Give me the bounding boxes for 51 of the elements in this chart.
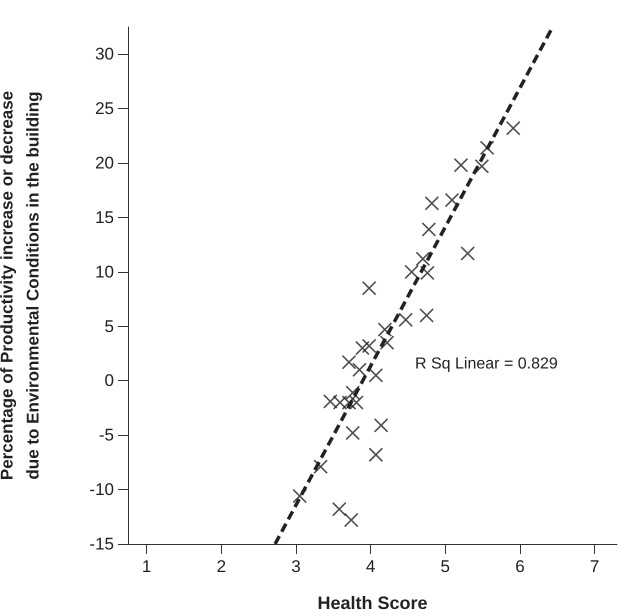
point — [460, 246, 475, 261]
point — [292, 488, 308, 504]
annotation: R Sq Linear = 0.829 — [415, 356, 558, 372]
point — [368, 447, 384, 462]
point — [474, 159, 490, 174]
y-tick-label: 15 — [95, 208, 114, 227]
x-tick-label: 6 — [515, 557, 525, 576]
y-tick-label: -15 — [89, 534, 114, 554]
x-tick-label: 1 — [142, 557, 152, 576]
point — [342, 354, 356, 370]
point — [345, 426, 360, 440]
point — [349, 395, 364, 410]
x-tick-label: 4 — [366, 557, 376, 576]
y-tick-label: 20 — [95, 154, 114, 173]
y-tick-label: -10 — [89, 480, 114, 500]
point — [342, 395, 356, 410]
point — [313, 459, 328, 474]
point — [422, 222, 436, 237]
point — [362, 280, 376, 296]
point — [506, 120, 521, 136]
y-tick-label: 10 — [95, 262, 114, 282]
point — [420, 266, 435, 280]
point — [416, 252, 430, 266]
point — [404, 264, 419, 280]
y-axis-title: Percentage of Productivity increase or decrease due to Environmental Conditions in the building — [0, 90, 42, 480]
point — [355, 340, 370, 356]
point — [323, 394, 338, 409]
y-tick-label: 5 — [104, 316, 114, 336]
point — [374, 418, 388, 433]
x-tick-label: 5 — [440, 557, 450, 576]
y-tick-label: -5 — [98, 426, 114, 445]
x-axis-title: Health Score — [317, 593, 428, 613]
point — [398, 312, 414, 328]
point — [480, 140, 494, 156]
y-tick-label: 0 — [104, 371, 114, 390]
x-tick-label: 7 — [590, 557, 600, 576]
point — [344, 512, 359, 528]
point — [419, 308, 434, 323]
y-tick-label: 30 — [95, 44, 114, 64]
y-tick-label: 25 — [95, 99, 114, 118]
point — [352, 362, 367, 378]
point — [332, 395, 348, 410]
point — [332, 502, 347, 516]
point — [345, 385, 360, 400]
point — [444, 192, 460, 208]
point — [424, 196, 440, 211]
point — [454, 158, 468, 173]
point — [362, 338, 376, 354]
x-tick-label: 3 — [291, 557, 301, 576]
point — [368, 368, 384, 383]
x-tick-label: 2 — [216, 557, 226, 576]
